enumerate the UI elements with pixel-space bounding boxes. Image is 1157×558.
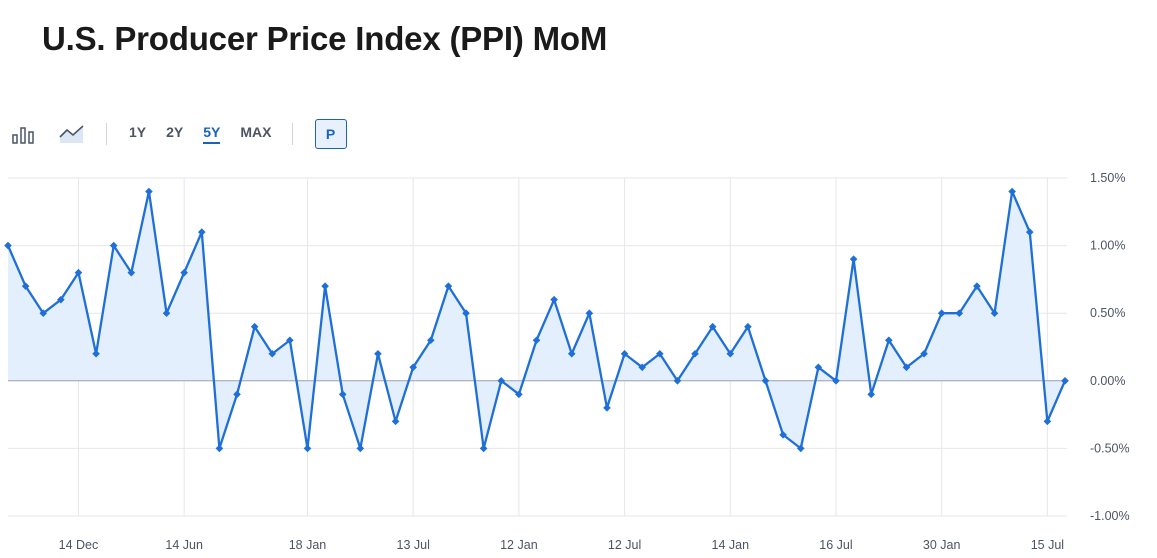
data-point (162, 309, 171, 317)
p-button[interactable]: P (314, 119, 347, 149)
data-point (937, 309, 946, 317)
data-point (391, 417, 400, 426)
data-point (233, 390, 241, 399)
data-point (585, 309, 594, 317)
data-point (920, 349, 928, 358)
data-point (726, 349, 735, 358)
data-point (567, 349, 576, 358)
data-point (1043, 417, 1052, 426)
x-tick-label: 30 Jan (923, 538, 961, 552)
data-point (215, 444, 224, 453)
data-point (497, 377, 506, 385)
series-area (8, 191, 1065, 449)
data-point (1008, 187, 1016, 196)
data-point (814, 363, 823, 372)
data-point (321, 282, 329, 290)
toolbar-separator (291, 123, 293, 145)
data-point (4, 241, 12, 250)
data-point (779, 431, 787, 439)
data-point (744, 322, 752, 331)
data-point (92, 349, 100, 358)
y-tick-label: -0.50% (1090, 441, 1130, 455)
data-point (1061, 377, 1069, 385)
data-point (656, 349, 664, 358)
range-1y-button[interactable]: 1Y (129, 124, 147, 140)
data-point (796, 444, 805, 453)
data-point (885, 336, 893, 345)
data-point (39, 309, 48, 317)
data-point (268, 349, 277, 358)
data-point (21, 282, 30, 290)
x-tick-label: 15 Jul (1031, 538, 1064, 552)
data-point (761, 377, 770, 385)
range-5y-button[interactable]: 5Y (203, 124, 221, 144)
ppi-chart: 1.50% 1.00% 0.50% 0.00% -0.50% -1.00% 14 Dec 14… (4, 171, 1130, 552)
data-point (638, 363, 646, 372)
data-point (374, 349, 382, 358)
data-point (973, 282, 981, 290)
data-point (620, 349, 629, 358)
data-point (867, 390, 876, 399)
data-point (303, 444, 312, 453)
range-max-button[interactable]: MAX (240, 124, 272, 140)
x-tick-label: 13 Jul (397, 538, 430, 552)
data-point (532, 336, 541, 345)
data-point (145, 187, 153, 196)
range-2y-button[interactable]: 2Y (166, 124, 184, 140)
data-point (550, 295, 558, 304)
data-point (955, 309, 964, 317)
data-point (691, 349, 699, 358)
y-tick-label: 1.00% (1090, 239, 1125, 253)
data-point (990, 309, 999, 317)
chart-toolbar: 1Y 2Y 5Y MAX P (10, 118, 347, 150)
page-title: U.S. Producer Price Index (PPI) MoM (42, 20, 608, 57)
toolbar-separator (106, 123, 107, 145)
data-point (479, 444, 488, 453)
y-tick-label: 0.50% (1090, 306, 1125, 320)
data-point (708, 322, 717, 331)
x-tick-label: 16 Jul (819, 538, 852, 552)
data-point (673, 377, 682, 385)
data-point (427, 336, 435, 345)
x-tick-label: 18 Jan (289, 538, 327, 552)
data-point (902, 363, 911, 372)
x-tick-label: 14 Jun (165, 538, 203, 552)
x-tick-label: 12 Jul (608, 538, 641, 552)
y-tick-label: -1.00% (1090, 509, 1130, 523)
data-point (832, 377, 840, 385)
data-point (444, 282, 453, 290)
data-point (109, 241, 118, 250)
data-point (57, 295, 65, 304)
data-point (409, 363, 417, 372)
data-point (250, 322, 259, 331)
x-tick-label: 14 Jan (712, 538, 750, 552)
area-chart-icon[interactable] (58, 121, 86, 147)
data-point (849, 255, 858, 263)
x-tick-label: 14 Dec (59, 538, 99, 552)
y-tick-label: 1.50% (1090, 171, 1125, 185)
y-tick-label: 0.00% (1090, 374, 1125, 388)
data-point (603, 404, 611, 412)
data-point (197, 228, 206, 236)
x-tick-label: 12 Jan (500, 538, 538, 552)
data-point (515, 390, 523, 399)
data-point (286, 336, 294, 345)
data-point (462, 309, 470, 317)
data-point (338, 390, 347, 399)
bar-chart-icon[interactable] (10, 121, 38, 147)
data-point (356, 444, 365, 453)
